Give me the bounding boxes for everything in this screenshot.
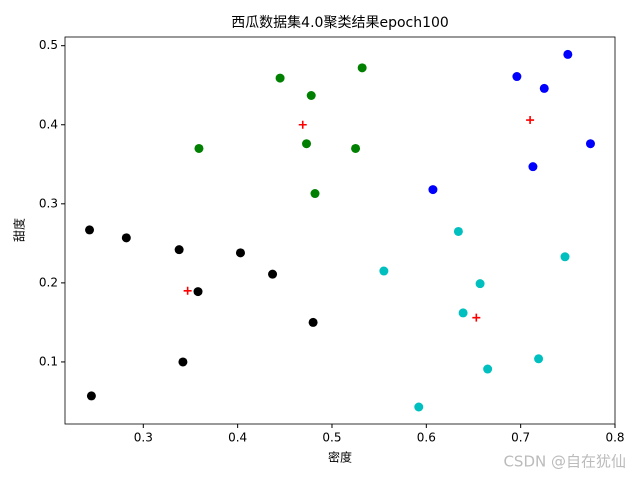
y-axis-label: 甜度 xyxy=(12,218,27,242)
point xyxy=(428,185,438,195)
centroid xyxy=(526,116,535,125)
y-tick-label: 0.4 xyxy=(39,117,58,131)
point xyxy=(306,91,316,101)
point xyxy=(512,72,522,82)
x-tick-label: 0.4 xyxy=(228,431,247,445)
point xyxy=(458,308,468,318)
y-tick-label: 0.2 xyxy=(39,275,58,289)
point xyxy=(85,225,95,235)
point xyxy=(357,63,367,73)
point xyxy=(453,226,463,236)
x-tick-label: 0.3 xyxy=(134,431,153,445)
point xyxy=(86,391,96,401)
point xyxy=(308,317,318,327)
point xyxy=(193,287,203,297)
point xyxy=(235,248,245,258)
point xyxy=(475,279,485,289)
point xyxy=(585,139,595,149)
point xyxy=(194,143,204,153)
centroid xyxy=(298,120,307,129)
point xyxy=(528,162,538,172)
centroid xyxy=(472,313,481,322)
x-tick-label: 0.7 xyxy=(511,431,530,445)
point xyxy=(275,73,285,83)
point xyxy=(351,143,361,153)
watermark: CSDN @自在犹仙 xyxy=(503,453,626,471)
point xyxy=(302,139,312,149)
x-axis-label: 密度 xyxy=(328,450,352,465)
point xyxy=(174,245,184,255)
y-tick-label: 0.1 xyxy=(39,354,58,368)
point xyxy=(310,189,320,199)
centroid xyxy=(183,286,192,295)
point xyxy=(178,357,188,367)
plot-frame xyxy=(64,36,616,425)
point xyxy=(414,402,424,412)
x-tick-label: 0.6 xyxy=(417,431,436,445)
y-tick-label: 0.3 xyxy=(39,196,58,210)
point xyxy=(483,364,493,374)
point xyxy=(379,266,389,276)
chart-title: 西瓜数据集4.0聚类结果epoch100 xyxy=(231,14,449,31)
x-tick-label: 0.5 xyxy=(322,431,341,445)
point xyxy=(121,233,131,243)
point xyxy=(534,354,544,364)
point xyxy=(560,252,570,262)
x-tick-label: 0.8 xyxy=(605,431,624,445)
y-tick-label: 0.5 xyxy=(39,38,58,52)
point xyxy=(539,83,549,93)
point xyxy=(268,269,278,279)
point xyxy=(563,49,573,59)
